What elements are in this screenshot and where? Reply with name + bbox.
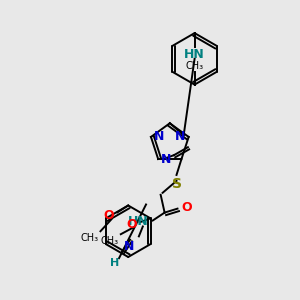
Text: O: O — [126, 218, 136, 231]
Text: H: H — [110, 258, 119, 268]
Text: O: O — [182, 201, 192, 214]
Text: CH₃: CH₃ — [185, 61, 204, 71]
Text: HN: HN — [184, 48, 205, 61]
Text: N: N — [175, 130, 186, 143]
Text: N: N — [124, 240, 134, 253]
Text: O: O — [104, 209, 114, 222]
Text: HN: HN — [128, 215, 149, 228]
Text: N: N — [154, 130, 164, 143]
Text: CH₃: CH₃ — [80, 233, 98, 243]
Text: CH₃: CH₃ — [101, 236, 119, 246]
Text: S: S — [172, 177, 182, 191]
Text: N: N — [161, 153, 172, 166]
